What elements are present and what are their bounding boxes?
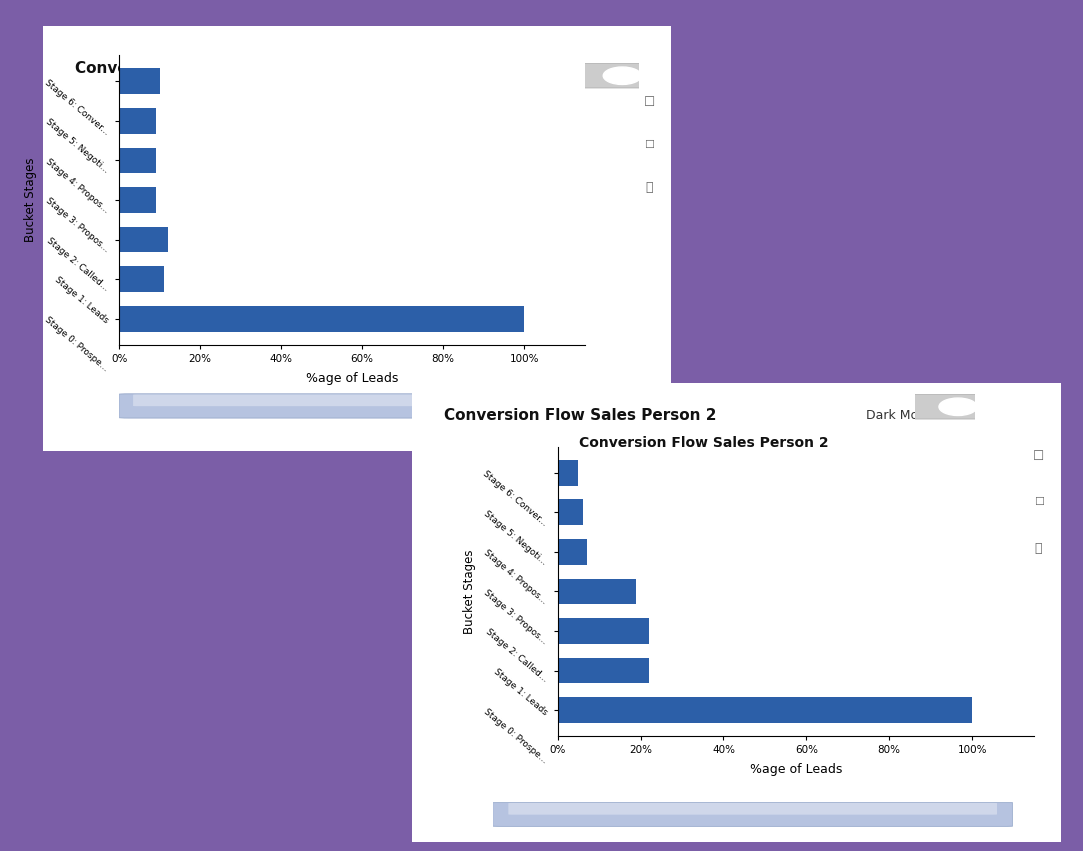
Bar bbox=[558, 579, 637, 604]
Circle shape bbox=[939, 398, 977, 415]
Bar bbox=[558, 460, 578, 486]
Bar bbox=[119, 187, 156, 213]
FancyBboxPatch shape bbox=[119, 394, 585, 418]
Text: Dark Mode: Dark Mode bbox=[866, 408, 935, 421]
Text: ⤓: ⤓ bbox=[1035, 542, 1042, 555]
FancyBboxPatch shape bbox=[493, 802, 1013, 826]
Y-axis label: Bucket Stages: Bucket Stages bbox=[462, 549, 475, 634]
Text: ☐: ☐ bbox=[644, 140, 654, 150]
FancyBboxPatch shape bbox=[906, 395, 983, 419]
Text: ☐: ☐ bbox=[1033, 450, 1044, 463]
Text: ☐: ☐ bbox=[1033, 498, 1044, 507]
Bar bbox=[119, 266, 164, 292]
Bar bbox=[558, 539, 587, 565]
Bar bbox=[558, 697, 973, 723]
FancyBboxPatch shape bbox=[399, 374, 1074, 851]
FancyBboxPatch shape bbox=[119, 394, 585, 418]
Bar bbox=[119, 226, 168, 253]
Text: Conversion Flow Sales Person 1: Conversion Flow Sales Person 1 bbox=[75, 60, 347, 76]
Bar bbox=[119, 306, 524, 332]
FancyBboxPatch shape bbox=[508, 803, 997, 814]
Circle shape bbox=[603, 67, 641, 84]
Text: Conversion Flow Sales Person 2: Conversion Flow Sales Person 2 bbox=[579, 436, 828, 449]
Bar bbox=[119, 108, 156, 134]
Text: Export Table: Export Table bbox=[482, 426, 569, 439]
Bar bbox=[558, 618, 649, 644]
Bar bbox=[558, 500, 583, 525]
FancyBboxPatch shape bbox=[571, 64, 648, 88]
Bar bbox=[119, 68, 159, 94]
Text: ⤓: ⤓ bbox=[645, 180, 653, 194]
FancyBboxPatch shape bbox=[133, 395, 571, 406]
Text: Dark Mode: Dark Mode bbox=[496, 61, 563, 75]
X-axis label: %age of Leads: %age of Leads bbox=[305, 372, 399, 385]
X-axis label: %age of Leads: %age of Leads bbox=[749, 763, 843, 776]
Y-axis label: Bucket Stages: Bucket Stages bbox=[24, 157, 37, 243]
FancyBboxPatch shape bbox=[493, 802, 1013, 826]
Text: ☐: ☐ bbox=[644, 95, 655, 109]
Bar bbox=[119, 147, 156, 174]
FancyBboxPatch shape bbox=[30, 17, 684, 460]
Text: Conversion Flow Sales Person 2: Conversion Flow Sales Person 2 bbox=[444, 408, 717, 423]
FancyBboxPatch shape bbox=[425, 416, 626, 449]
Bar bbox=[558, 658, 649, 683]
